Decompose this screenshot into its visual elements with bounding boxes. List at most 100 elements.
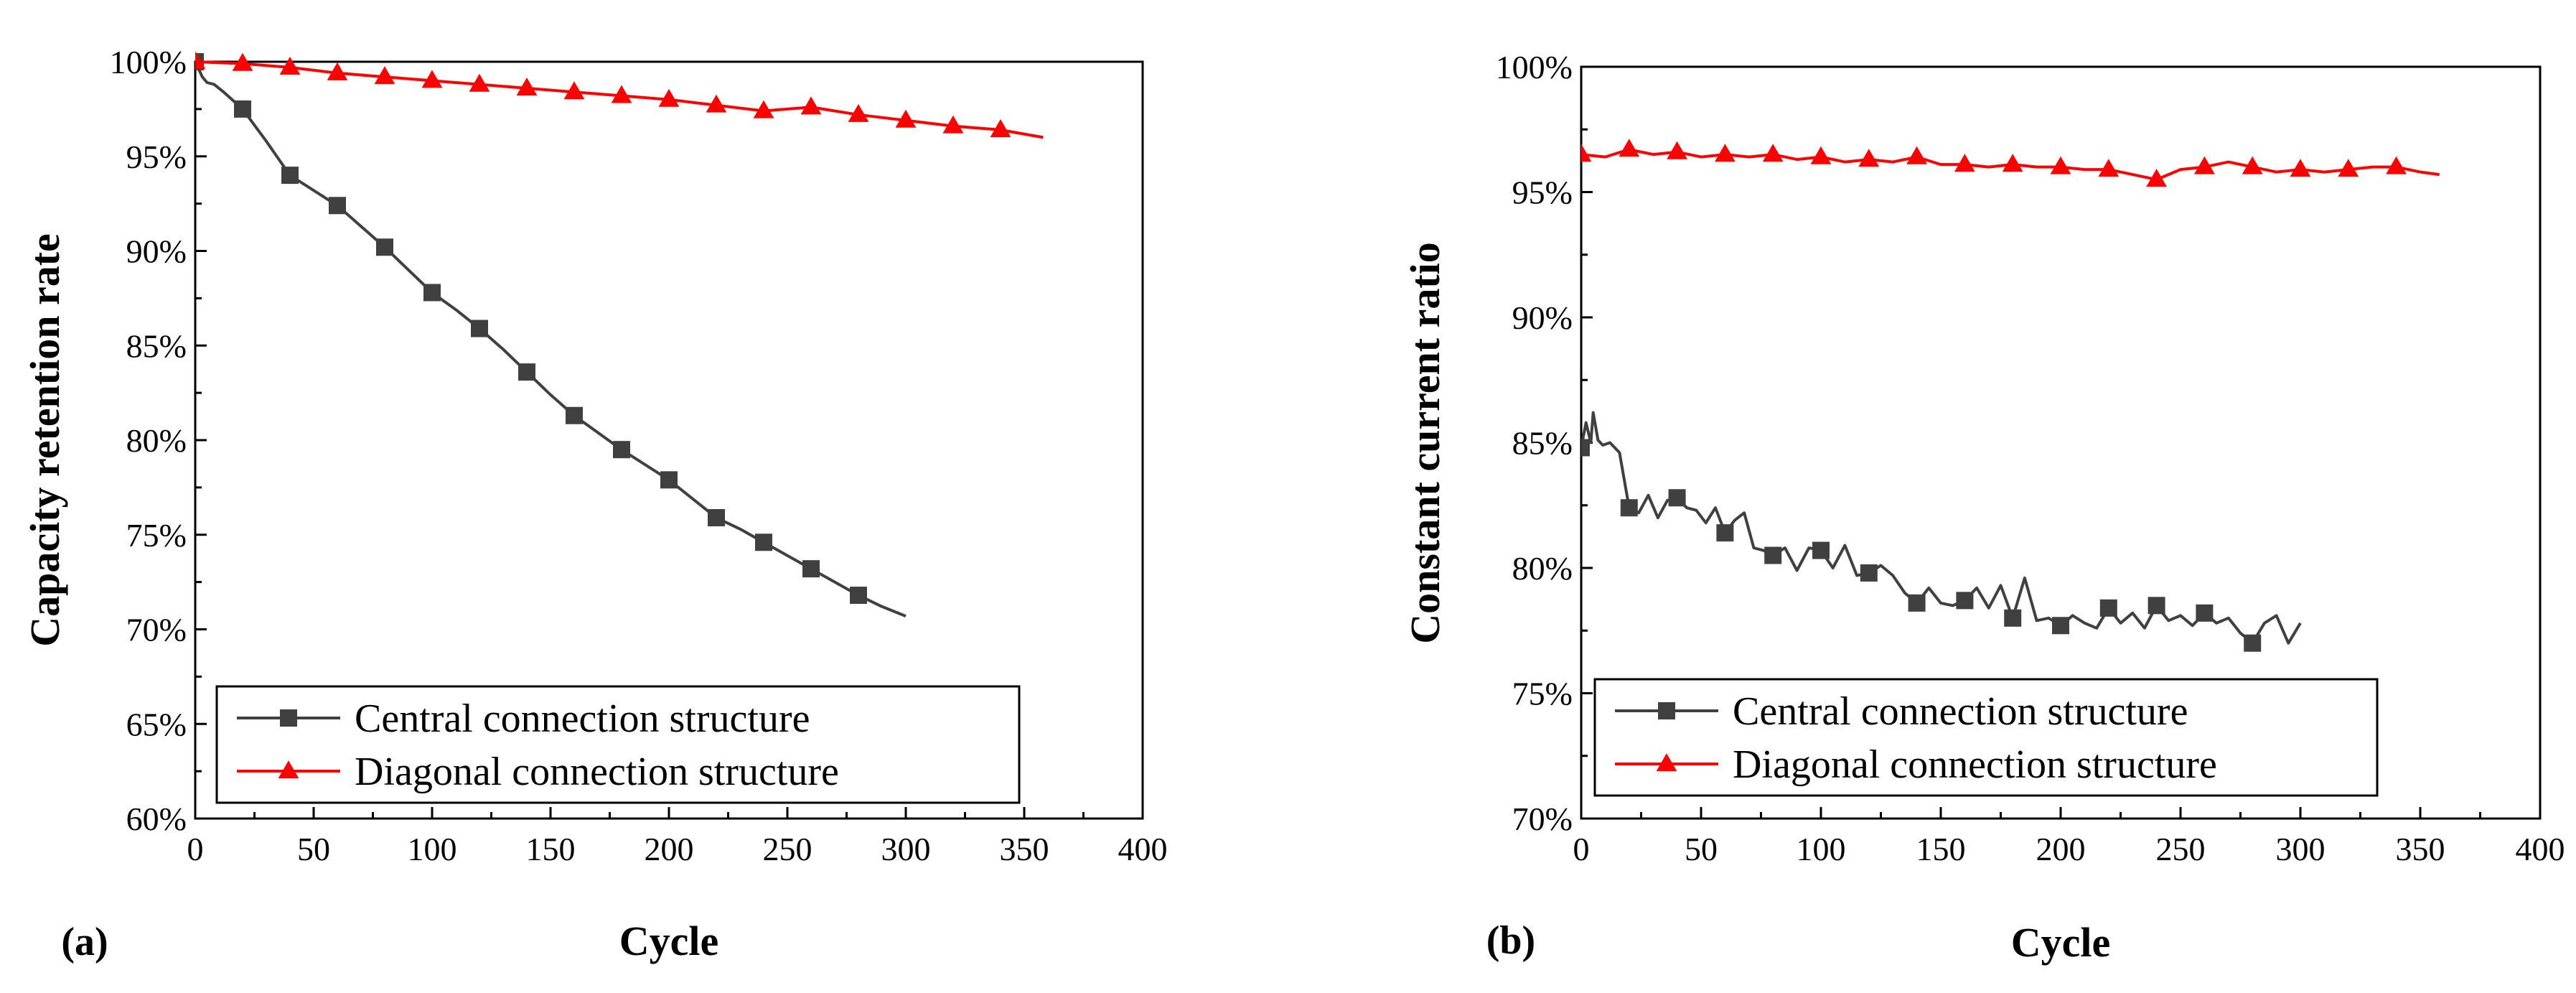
data-point-diagonal <box>421 70 443 88</box>
data-point-central <box>1908 594 1926 612</box>
data-point-central <box>2244 634 2262 652</box>
y-tick-label: 80% <box>1512 550 1573 587</box>
data-point-diagonal <box>516 78 538 95</box>
data-point-diagonal <box>1810 146 1832 164</box>
data-point-central <box>660 471 678 489</box>
data-point-diagonal <box>848 103 869 122</box>
x-tick-label: 200 <box>645 831 694 867</box>
data-point-central <box>2099 599 2117 617</box>
data-point-diagonal <box>232 52 253 71</box>
data-point-diagonal <box>1667 141 1687 159</box>
data-point-central <box>1581 439 1590 457</box>
data-point-central <box>1668 489 1686 507</box>
x-tick-label: 250 <box>763 831 812 867</box>
y-tick-label: 90% <box>1512 299 1573 336</box>
data-point-diagonal <box>1619 139 1640 157</box>
plot-area <box>1581 139 2440 652</box>
data-point-diagonal <box>1581 144 1592 162</box>
data-point-central <box>1956 592 1974 610</box>
panel-label: (a) <box>61 920 108 964</box>
x-tick-label: 350 <box>2396 831 2445 867</box>
data-point-central <box>281 167 299 185</box>
legend-marker-diagonal <box>278 760 299 779</box>
data-point-central <box>708 509 725 527</box>
data-point-central <box>1716 524 1734 542</box>
data-point-diagonal <box>2002 154 2023 172</box>
data-point-central <box>518 363 535 381</box>
data-point-diagonal <box>942 115 964 134</box>
y-tick-label: 75% <box>1512 676 1573 712</box>
data-point-diagonal <box>2242 156 2263 174</box>
y-tick-label: 100% <box>1496 49 1573 85</box>
chart-panel-b: 0 50 100 150 200 250 300 350 400 70% 75% 80% 85% 90% 9… <box>1402 49 2565 966</box>
legend-label-diagonal: Diagonal connection structure <box>1733 742 2217 787</box>
panel-label: (b) <box>1486 918 1535 963</box>
legend-box <box>215 685 1021 804</box>
legend-label-central: Central connection structure <box>355 696 810 741</box>
legend-label-diagonal: Diagonal connection structure <box>355 750 839 794</box>
data-point-diagonal <box>469 73 490 92</box>
data-point-diagonal <box>195 51 206 70</box>
data-point-central <box>755 533 772 551</box>
data-point-central <box>850 587 867 605</box>
y-tick-label: 95% <box>126 139 187 175</box>
x-tick-label: 0 <box>187 831 204 867</box>
data-point-central <box>2148 597 2165 615</box>
data-point-diagonal <box>658 88 680 107</box>
x-tick-label: 50 <box>1685 831 1718 867</box>
y-tick-label: 75% <box>126 517 187 554</box>
x-tick-label: 350 <box>1000 831 1049 867</box>
data-point-central <box>1764 546 1782 564</box>
legend-marker-diagonal <box>1656 753 1677 772</box>
data-point-diagonal <box>2194 156 2215 174</box>
x-tick-label: 300 <box>881 831 931 867</box>
y-tick-label: 80% <box>126 422 187 459</box>
data-point-diagonal <box>753 100 774 118</box>
data-point-central <box>234 100 251 118</box>
x-tick-label: 0 <box>1573 831 1590 867</box>
data-point-central <box>2004 609 2022 627</box>
x-axis-title: Cycle <box>619 918 719 964</box>
data-point-diagonal <box>2290 159 2311 177</box>
data-point-diagonal <box>2386 156 2407 174</box>
data-point-diagonal <box>706 94 727 113</box>
legend-box <box>1593 678 2379 797</box>
data-point-diagonal <box>1954 154 1975 172</box>
series-line-central <box>195 61 907 617</box>
y-tick-label: 95% <box>1512 174 1573 211</box>
x-tick-label: 400 <box>2516 831 2565 867</box>
y-tick-label: 85% <box>126 327 187 364</box>
data-point-central <box>613 441 630 459</box>
legend-marker-central <box>280 709 297 727</box>
y-axis-title: Capacity retention rate <box>22 233 68 647</box>
y-tick-label: 90% <box>126 233 187 270</box>
x-tick-label: 100 <box>1797 831 1846 867</box>
plot-area <box>195 51 1044 617</box>
y-tick-label: 70% <box>1512 801 1573 837</box>
data-point-central <box>566 406 583 424</box>
y-tick-label: 70% <box>126 612 187 648</box>
data-point-central <box>1812 541 1830 559</box>
data-point-diagonal <box>2338 159 2359 177</box>
legend-marker-central <box>1658 702 1675 719</box>
data-point-diagonal <box>895 109 917 128</box>
data-point-central <box>376 238 393 256</box>
data-point-central <box>1620 499 1638 517</box>
chart-panel-a: 0 50 100 150 200 250 300 350 400 60% 65% 70% 75% 80% 8… <box>22 44 1168 964</box>
y-tick-label: 100% <box>110 44 187 80</box>
y-axis-title: Constant current ratio <box>1402 242 1448 644</box>
y-tick-label: 60% <box>126 801 187 837</box>
data-point-diagonal <box>374 66 395 85</box>
data-point-central <box>2196 604 2214 622</box>
data-point-diagonal <box>1762 144 1784 162</box>
data-point-diagonal <box>2050 156 2071 174</box>
data-point-diagonal <box>327 62 348 80</box>
x-axis-title: Cycle <box>2011 919 2111 966</box>
x-tick-label: 100 <box>408 831 457 867</box>
x-tick-label: 200 <box>2036 831 2086 867</box>
x-tick-label: 250 <box>2156 831 2206 867</box>
y-tick-label: 85% <box>1512 425 1573 462</box>
data-point-central <box>802 560 820 578</box>
series-line-central <box>1581 411 2302 645</box>
